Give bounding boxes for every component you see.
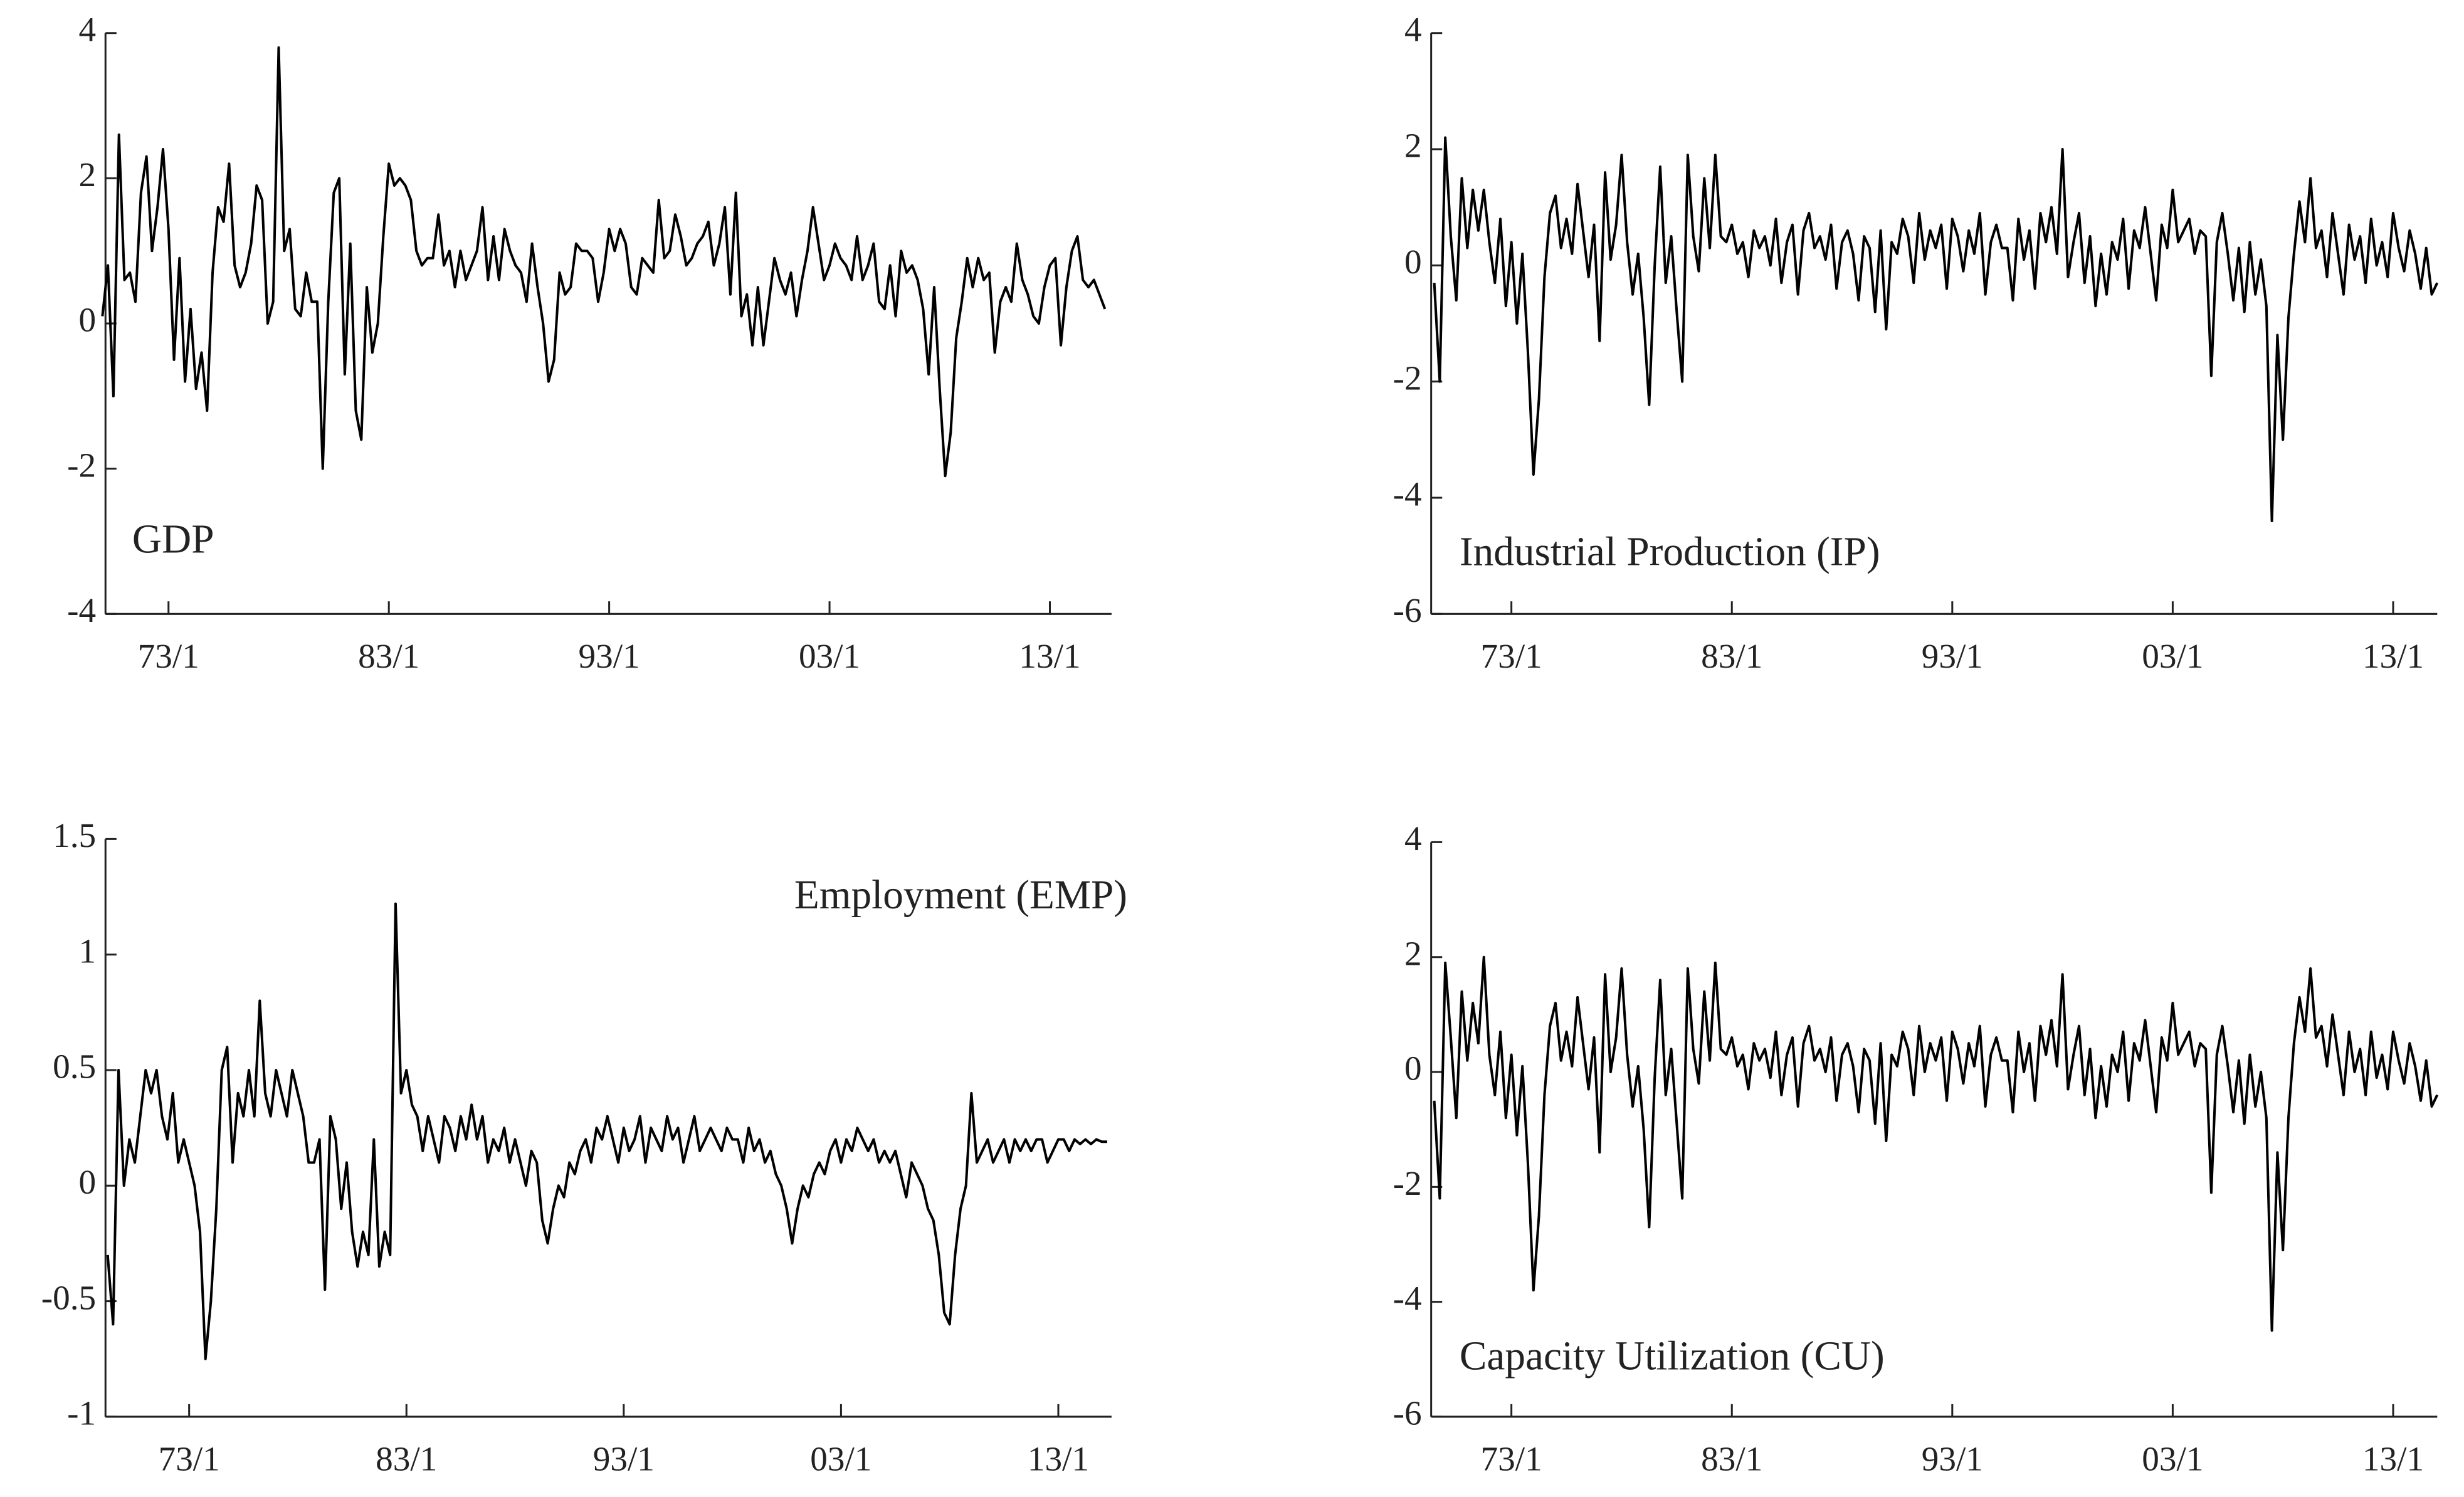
- y-tick-label: 2: [79, 155, 97, 194]
- x-tick-label: 93/1: [1922, 637, 1983, 675]
- y-tick-label: 2: [1404, 934, 1422, 972]
- panel: -1 -0.5 0 0.5 1 1.5 73/1 83/1 93/1 03/1 13/1 Employ…: [41, 816, 1127, 1478]
- y-tick-label: -4: [1393, 475, 1422, 513]
- x-tick-label: 73/1: [1481, 1439, 1542, 1478]
- x-tick-label: 93/1: [593, 1439, 655, 1478]
- y-tick-label: 0.5: [53, 1048, 96, 1086]
- x-tick-label: 73/1: [138, 637, 199, 675]
- panel: -6 -4 -2 0 2 4 73/1 83/1 93/1 03/1 13/1 Industrial …: [1393, 10, 2439, 675]
- y-tick-label: -2: [1393, 1164, 1422, 1202]
- series-line: [1433, 955, 2439, 1332]
- x-tick-label: 83/1: [376, 1439, 437, 1478]
- x-tick-label: 73/1: [159, 1439, 220, 1478]
- y-tick-label: 4: [1404, 10, 1422, 48]
- panel-label: Industrial Production (IP): [1460, 529, 1880, 574]
- y-tick-label: -2: [1393, 359, 1422, 397]
- series-line: [101, 46, 1107, 478]
- panel: -6 -4 -2 0 2 4 73/1 83/1 93/1 03/1 13/1 Capacity Ut…: [1393, 819, 2439, 1478]
- panel: -4 -2 0 2 4 73/1 83/1 93/1 03/1 13/1 GDP: [67, 10, 1112, 675]
- x-tick-label: 83/1: [1701, 637, 1762, 675]
- x-tick-label: 13/1: [2362, 1439, 2424, 1478]
- x-tick-label: 13/1: [1019, 637, 1080, 675]
- x-tick-label: 03/1: [2142, 1439, 2203, 1478]
- y-tick-label: 0: [79, 301, 97, 339]
- y-tick-label: -6: [1393, 1394, 1422, 1432]
- series-line: [1433, 136, 2439, 523]
- y-tick-label: 4: [1404, 819, 1422, 858]
- x-tick-label: 13/1: [2362, 637, 2424, 675]
- x-tick-label: 83/1: [358, 637, 419, 675]
- y-tick-label: 0: [1404, 243, 1422, 281]
- y-tick-label: -0.5: [41, 1278, 96, 1316]
- panel-label: Capacity Utilization (CU): [1460, 1334, 1885, 1379]
- x-tick-label: 93/1: [579, 637, 640, 675]
- x-tick-label: 03/1: [810, 1439, 871, 1478]
- y-tick-label: 1: [79, 932, 97, 970]
- y-tick-label: 1.5: [53, 816, 96, 854]
- y-tick-label: 4: [79, 10, 97, 48]
- y-tick-label: 2: [1404, 127, 1422, 165]
- x-tick-label: 03/1: [799, 637, 860, 675]
- y-tick-label: -4: [1393, 1279, 1422, 1317]
- y-tick-label: 0: [1404, 1049, 1422, 1088]
- x-tick-label: 13/1: [1028, 1439, 1089, 1478]
- y-tick-label: -1: [67, 1394, 96, 1432]
- y-tick-label: -6: [1393, 591, 1422, 629]
- x-tick-label: 83/1: [1701, 1439, 1762, 1478]
- x-tick-label: 93/1: [1922, 1439, 1983, 1478]
- panel-label: GDP: [132, 517, 214, 562]
- x-tick-label: 73/1: [1481, 637, 1542, 675]
- y-tick-label: -4: [67, 591, 96, 629]
- panel-label: Employment (EMP): [794, 873, 1127, 918]
- x-tick-label: 03/1: [2142, 637, 2203, 675]
- y-tick-label: -2: [67, 446, 96, 484]
- y-tick-label: 0: [79, 1163, 97, 1201]
- series-line: [106, 902, 1107, 1360]
